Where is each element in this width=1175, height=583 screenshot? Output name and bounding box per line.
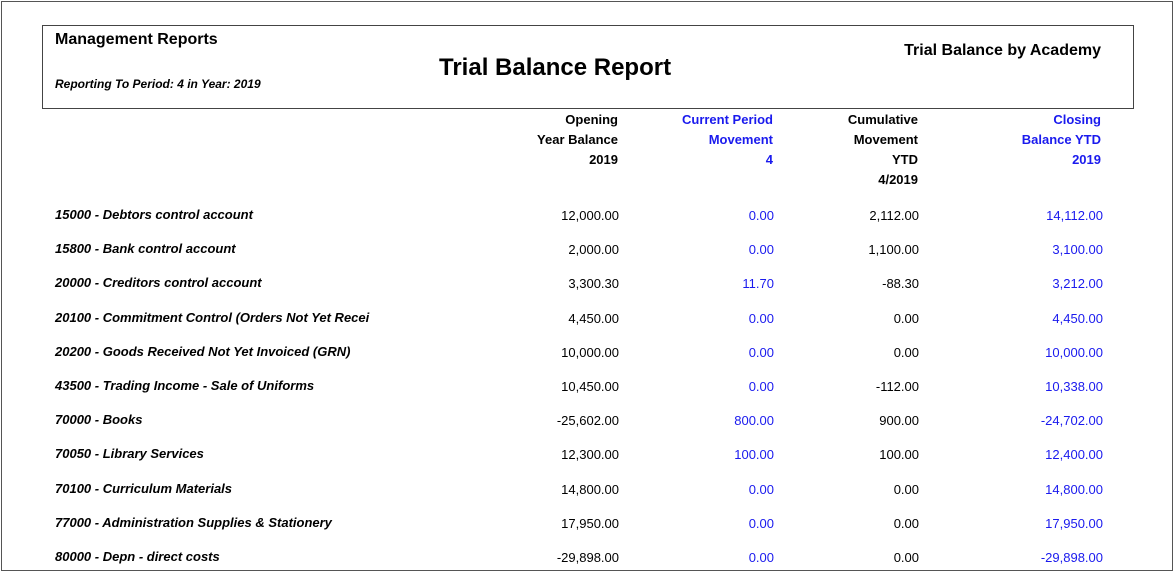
table-row: 20000 - Creditors control account 3,300.3… [0,275,1175,309]
reporting-period: Reporting To Period: 4 in Year: 2019 [55,77,261,91]
table-row: 70050 - Library Services 12,300.00 100.00 1… [0,446,1175,480]
account-name: 20100 - Commitment Control (Orders Not Y… [55,309,370,325]
closing-value: 17,950.00 [1045,515,1103,531]
closing-value: 10,000.00 [1045,344,1103,360]
table-row: 15800 - Bank control account 2,000.00 0.00… [0,241,1175,275]
column-header-line: Cumulative [847,112,918,127]
column-header-line: 4/2019 [878,172,918,187]
column-header-line: Balance YTD [1021,132,1101,147]
column-header-line: 4 [765,152,773,167]
report-subtitle: Trial Balance by Academy [904,42,1101,59]
column-header-line: Year Balance [537,132,618,147]
opening-value: 2,000.00 [568,242,619,258]
closing-value: -24,702.00 [1040,413,1103,429]
period-label: Reporting To Period: 4 in Year: [55,77,231,91]
column-header: Cumulative Movement YTD 4/2019 [848,110,918,190]
closing-value: 14,112.00 [1046,208,1103,223]
cumulative-value: 2,112.00 [869,208,919,223]
column-header-line: 2019 [589,152,618,167]
table-row: 70100 - Curriculum Materials 14,800.00 0.0… [0,481,1175,515]
current-value: 0.00 [748,242,774,258]
account-name: 15000 - Debtors control account [55,207,253,222]
column-header-line: Opening [565,112,618,127]
closing-value: 10,338.00 [1045,379,1103,394]
report-title: Trial Balance Report [439,54,672,81]
account-name: 70050 - Library Services [55,446,204,462]
column-header: Opening Year Balance 2019 [537,110,618,170]
account-name: 70100 - Curriculum Materials [55,480,233,496]
current-value: 0.00 [748,208,774,223]
table-row: 80000 - Depn - direct costs -29,898.00 0.0… [0,549,1175,583]
table-row: 77000 - Administration Supplies & Statio… [0,515,1175,549]
current-value: 0.00 [748,379,774,394]
column-header: Current Period Movement 4 [682,110,773,170]
opening-value: 12,300.00 [561,447,619,463]
table-row: 20100 - Commitment Control (Orders Not Y… [0,310,1175,344]
cumulative-value: 0.00 [893,310,919,326]
cumulative-value: 0.00 [893,550,919,565]
table-row: 15000 - Debtors control account 12,000.00… [0,207,1175,241]
cumulative-value: -112.00 [875,379,919,394]
current-value: 0.00 [748,481,774,497]
account-name: 20000 - Creditors control account [55,275,262,291]
current-value: 0.00 [748,515,774,531]
table-row: 43500 - Trading Income - Sale of Uniform… [0,378,1175,412]
cumulative-value: 0.00 [893,515,919,531]
opening-value: 14,800.00 [561,481,619,497]
closing-value: 14,800.00 [1045,481,1103,497]
closing-value: 3,100.00 [1052,242,1103,258]
column-header-line: YTD [892,152,918,167]
opening-value: -29,898.00 [556,550,619,565]
opening-value: 10,000.00 [561,344,619,360]
column-header-line: 2019 [1072,152,1101,167]
cumulative-value: 0.00 [893,481,919,497]
current-value: 0.00 [748,310,774,326]
opening-value: 17,950.00 [561,515,619,531]
opening-value: -25,602.00 [556,413,619,429]
table-row: 20200 - Goods Received Not Yet Invoiced … [0,344,1175,378]
account-name: 70000 - Books [55,412,143,428]
opening-value: 12,000.00 [561,208,619,223]
period-year: 2019 [233,77,261,91]
account-name: 43500 - Trading Income - Sale of Uniform… [55,378,315,393]
current-value: 100.00 [734,447,774,463]
cumulative-value: 100.00 [879,447,919,463]
opening-value: 4,450.00 [568,310,619,326]
opening-value: 3,300.30 [568,276,619,292]
account-name: 77000 - Administration Supplies & Statio… [55,514,332,530]
column-header-line: Current Period [681,112,773,127]
current-value: 11.70 [742,276,774,292]
cumulative-value: -88.30 [882,276,919,292]
account-name: 80000 - Depn - direct costs [55,549,220,564]
report-header: Management Reports Reporting To Period: … [42,25,1134,109]
opening-value: 10,450.00 [561,379,619,394]
report-category: Management Reports [55,31,218,48]
account-name: 20200 - Goods Received Not Yet Invoiced … [55,343,351,359]
cumulative-value: 1,100.00 [868,242,919,258]
column-header: Closing Balance YTD 2019 [1022,110,1101,170]
closing-value: 12,400.00 [1045,447,1103,463]
closing-value: -29,898.00 [1040,550,1103,565]
closing-value: 3,212.00 [1052,276,1103,292]
cumulative-value: 900.00 [879,413,919,429]
current-value: 800.00 [734,413,774,429]
cumulative-value: 0.00 [893,344,919,360]
current-value: 0.00 [748,344,774,360]
account-name: 15800 - Bank control account [55,241,236,257]
column-header-line: Closing [1053,112,1101,127]
column-header-line: Movement [853,132,918,147]
column-header-line: Movement [708,132,773,147]
report-frame [1,1,1173,571]
table-row: 70000 - Books -25,602.00 800.00 900.00 -24,7… [0,412,1175,446]
current-value: 0.00 [748,550,774,565]
closing-value: 4,450.00 [1052,310,1103,326]
